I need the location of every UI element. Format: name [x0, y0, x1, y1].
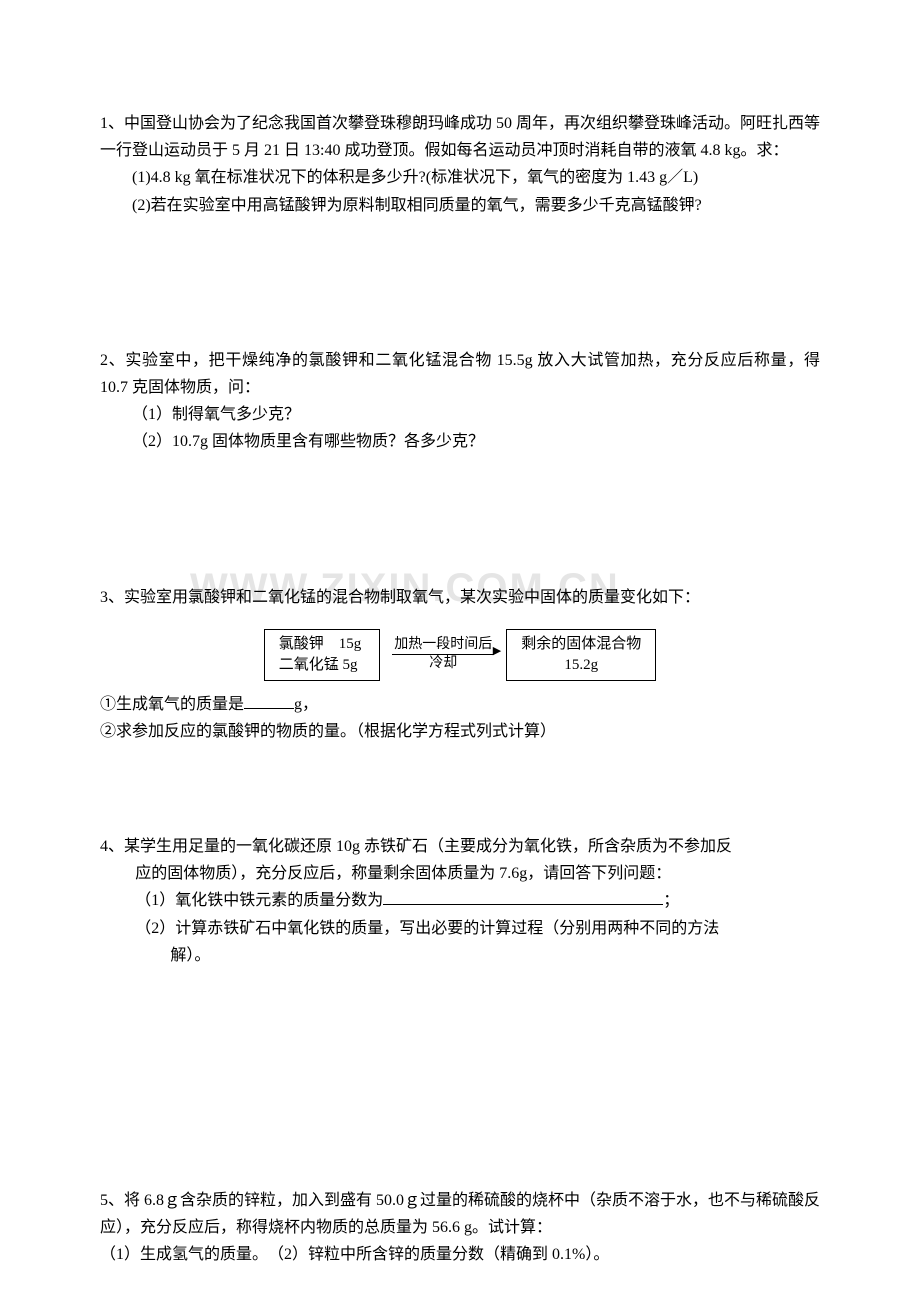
- problem-3-sub2: ②求参加反应的氯酸钾的物质的量。（根据化学方程式列式计算）: [100, 718, 820, 745]
- fill-blank: [244, 693, 294, 709]
- problem-2-sub2: （2）10.7g 固体物质里含有哪些物质？各多少克？: [100, 428, 820, 455]
- spacer: [100, 783, 820, 833]
- problem-4-line1: 4、某学生用足量的一氧化碳还原 10g 赤铁矿石（主要成分为氧化铁，所含杂质为不…: [100, 833, 820, 860]
- problem-4: 4、某学生用足量的一氧化碳还原 10g 赤铁矿石（主要成分为氧化铁，所含杂质为不…: [100, 833, 820, 969]
- arrow-head-icon: ▶: [493, 645, 501, 658]
- problem-4-sub1-suffix: ；: [663, 892, 679, 909]
- problem-3: 3、实验室用氯酸钾和二氧化锰的混合物制取氧气，某次实验中固体的质量变化如下： 氯…: [100, 584, 820, 746]
- problem-3-sub1: ①生成氧气的质量是 g，: [100, 691, 820, 718]
- problem-3-text: 3、实验室用氯酸钾和二氧化锰的混合物制取氧气，某次实验中固体的质量变化如下：: [100, 584, 820, 611]
- problem-1-text: 1、中国登山协会为了纪念我国首次攀登珠穆朗玛峰成功 50 周年，再次组织攀登珠峰…: [100, 110, 820, 164]
- problem-3-sub1-suffix: g，: [294, 696, 318, 713]
- diagram-box-initial: 氯酸钾 15g 二氧化锰 5g: [264, 629, 381, 681]
- document-content: 1、中国登山协会为了纪念我国首次攀登珠穆朗玛峰成功 50 周年，再次组织攀登珠峰…: [100, 110, 820, 1269]
- diagram-arrow: 加热一段时间后 ▶ 冷却: [392, 637, 494, 673]
- problem-5-text: 5、将 6.8ｇ含杂质的锌粒，加入到盛有 50.0ｇ过量的稀硫酸的烧杯中（杂质不…: [100, 1187, 820, 1241]
- problem-4-sub2a: （2）计算赤铁矿石中氧化铁的质量，写出必要的计算过程（分别用两种不同的方法: [100, 915, 820, 942]
- problem-1-sub1: (1)4.8 kg 氧在标准状况下的体积是多少升?(标准状况下，氧气的密度为 1…: [100, 164, 820, 191]
- problem-5-sub: （1）生成氢气的质量。 （2）锌粒中所含锌的质量分数（精确到 0.1%）。: [100, 1241, 820, 1268]
- arrow-label-top: 加热一段时间后 ▶: [392, 637, 494, 655]
- problem-2: 2、实验室中，把干燥纯净的氯酸钾和二氧化锰混合物 15.5g 放入大试管加热，充…: [100, 347, 820, 456]
- problem-4-sub1: （1）氧化铁中铁元素的质量分数为 ；: [100, 887, 820, 914]
- problem-3-sub1-prefix: ①生成氧气的质量是: [100, 696, 244, 713]
- problem-1: 1、中国登山协会为了纪念我国首次攀登珠穆朗玛峰成功 50 周年，再次组织攀登珠峰…: [100, 110, 820, 219]
- diagram-box2-line1: 剩余的固体混合物: [521, 634, 641, 655]
- spacer: [100, 257, 820, 347]
- arrow-label-bottom: 冷却: [429, 655, 457, 673]
- spacer: [100, 1007, 820, 1137]
- problem-4-line1b: 应的固体物质），充分反应后，称量剩余固体质量为 7.6g，请回答下列问题：: [100, 860, 820, 887]
- diagram-box1-line2: 二氧化锰 5g: [279, 655, 362, 676]
- diagram-box2-line2: 15.2g: [521, 655, 641, 676]
- spacer: [100, 1137, 820, 1187]
- arrow-top-text: 加热一段时间后: [394, 637, 492, 652]
- problem-2-sub1: （1）制得氧气多少克？: [100, 401, 820, 428]
- problem-5: 5、将 6.8ｇ含杂质的锌粒，加入到盛有 50.0ｇ过量的稀硫酸的烧杯中（杂质不…: [100, 1187, 820, 1269]
- mass-change-diagram: 氯酸钾 15g 二氧化锰 5g 加热一段时间后 ▶ 冷却 剩余的固体混合物 15…: [100, 629, 820, 681]
- problem-4-sub1-prefix: （1）氧化铁中铁元素的质量分数为: [135, 892, 383, 909]
- diagram-box1-line1: 氯酸钾 15g: [279, 634, 362, 655]
- problem-4-sub2b: 解）。: [100, 942, 820, 969]
- spacer: [100, 494, 820, 584]
- diagram-box-final: 剩余的固体混合物 15.2g: [506, 629, 656, 681]
- problem-1-sub2: (2)若在实验室中用高锰酸钾为原料制取相同质量的氧气，需要多少千克高锰酸钾?: [100, 192, 820, 219]
- problem-2-text: 2、实验室中，把干燥纯净的氯酸钾和二氧化锰混合物 15.5g 放入大试管加热，充…: [100, 347, 820, 401]
- fill-blank-long: [383, 889, 663, 905]
